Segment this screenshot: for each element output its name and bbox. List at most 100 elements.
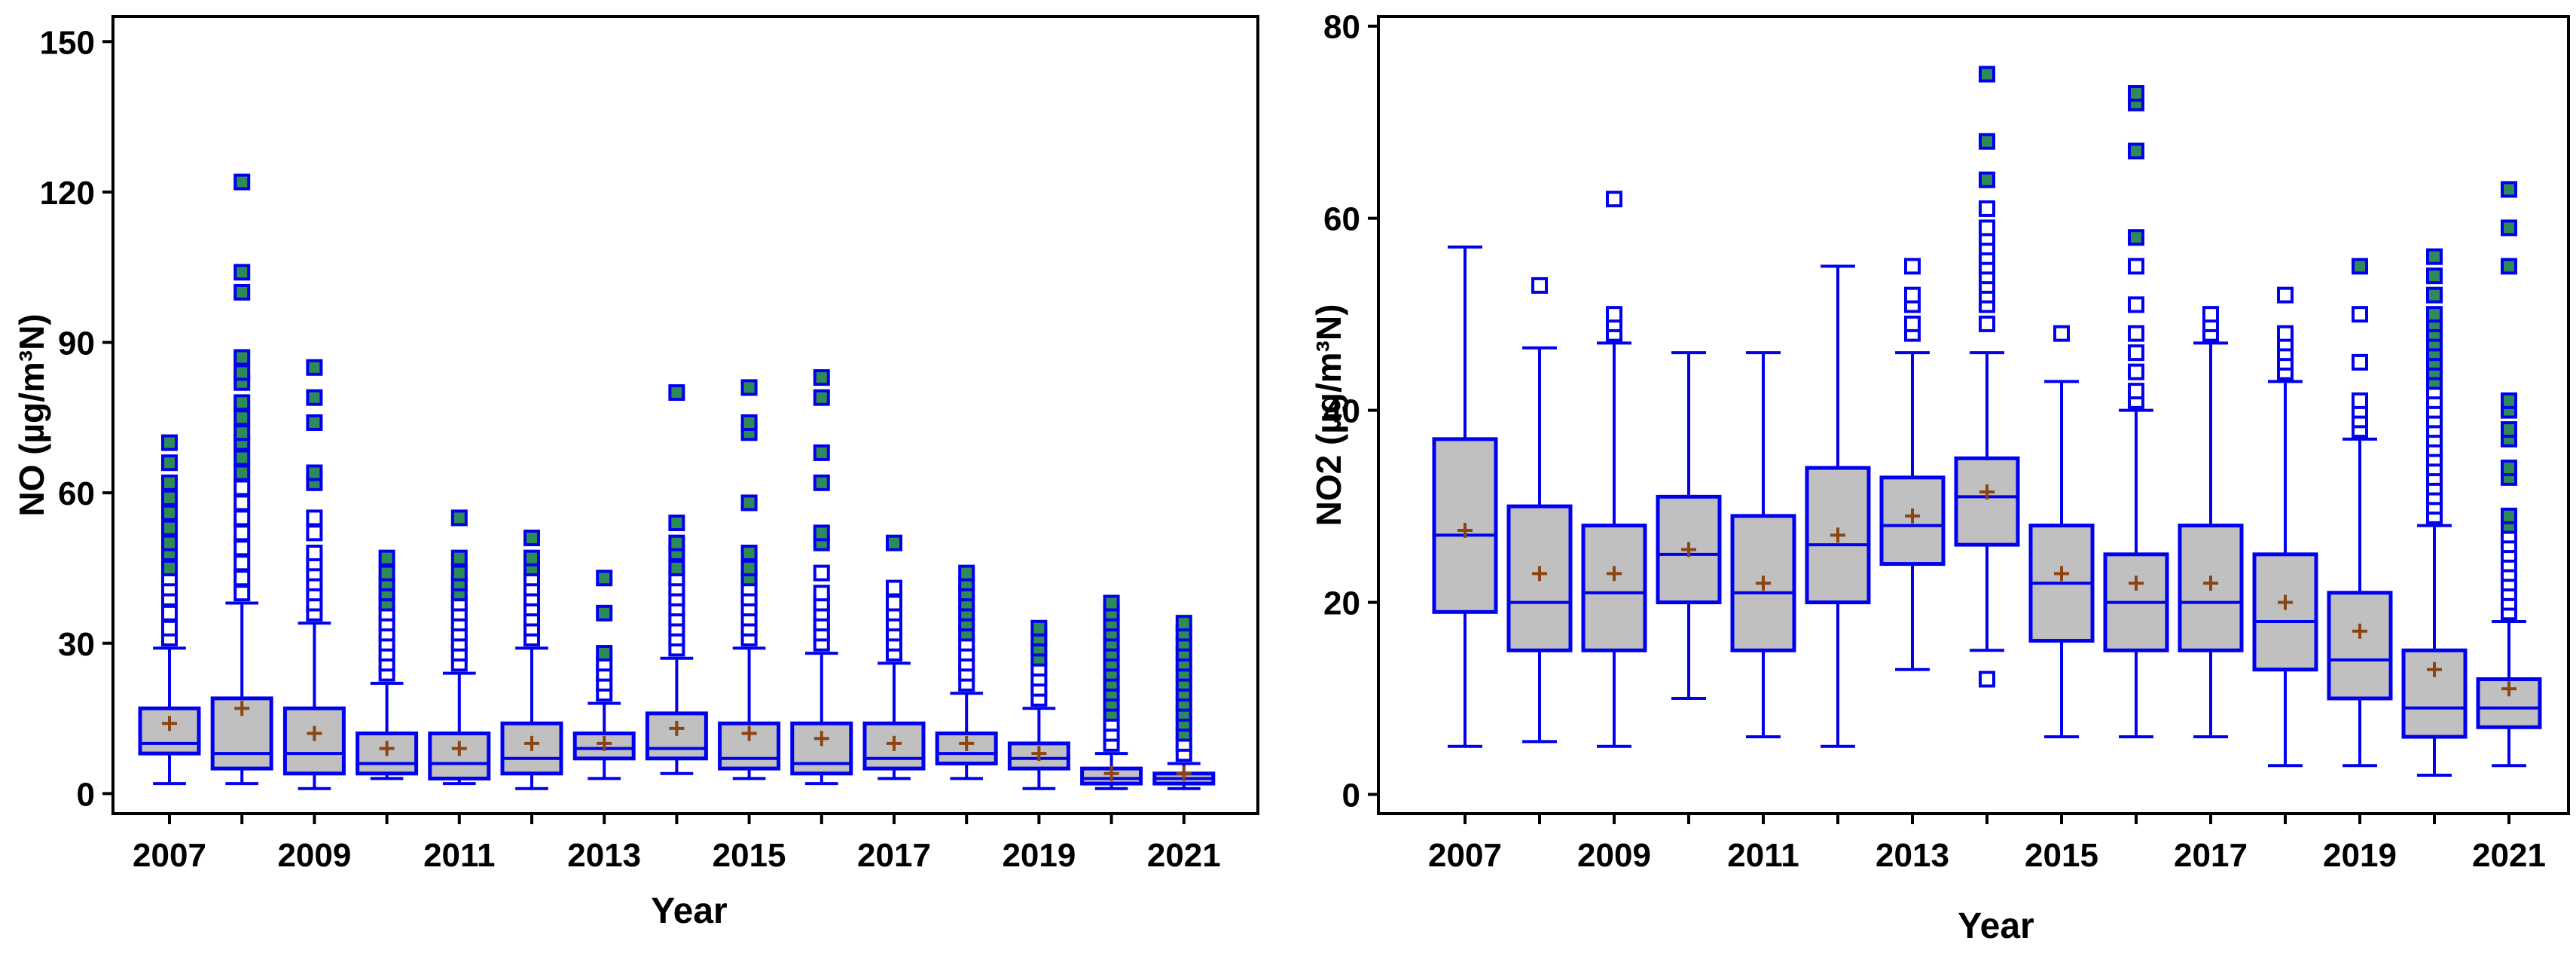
no-x-tick-label: 2009: [277, 837, 351, 874]
no-x-tick-label: 2015: [713, 837, 786, 874]
no-box-2011: [428, 509, 491, 786]
no-outlier-point: [233, 494, 251, 512]
no2-y-tick-label: 60: [1323, 201, 1360, 238]
no2-box-iqr: [2476, 677, 2542, 729]
no2-outlier-point: [1979, 66, 1995, 83]
no-outlier-point: [161, 474, 178, 491]
no2-box-2019: [2327, 258, 2393, 768]
no-outlier-point: [813, 389, 830, 406]
no-outlier-point: [233, 479, 251, 496]
no2-outlier-point: [2501, 392, 2517, 409]
no-outlier-point: [523, 530, 540, 547]
no-box-2019: [1007, 619, 1070, 790]
no-y-tick-label: 60: [58, 475, 95, 512]
no2-outlier-point: [1904, 315, 1921, 332]
no-outlier-point: [1175, 615, 1192, 632]
no2-boxes: [1432, 66, 2542, 777]
no-outlier-point: [740, 559, 758, 576]
no-box-iqr: [210, 696, 273, 771]
no2-outlier-point: [1979, 200, 1995, 217]
no-box-iqr: [500, 721, 563, 776]
no2-outlier-point: [2128, 258, 2144, 275]
no-box-iqr: [356, 732, 419, 776]
no-y-tick-label: 0: [77, 776, 95, 813]
no2-box-2012: [1805, 264, 1871, 748]
no-outlier-point: [1030, 619, 1048, 637]
no-box-2017: [862, 534, 926, 780]
no2-outlier-point: [2426, 306, 2443, 323]
no2-y-tick-label: 80: [1323, 9, 1360, 46]
no-outlier-point: [233, 449, 251, 466]
no-outlier-point: [161, 454, 178, 472]
no2-outlier-point: [2053, 325, 2070, 342]
no-outlier-point: [233, 264, 251, 281]
no-outlier-point: [886, 579, 902, 597]
no-outlier-point: [450, 564, 468, 582]
no2-outlier-point: [2426, 286, 2443, 304]
no-outlier-point: [233, 409, 251, 426]
no2-x-axis-label: Year: [1958, 906, 2034, 946]
no-outlier-point: [886, 594, 902, 612]
no-x-axis: 2007 2009 2011 2013 2015 2017 2019 2021: [133, 814, 1221, 874]
no-outlier-point: [306, 509, 323, 527]
no-box-2008: [210, 173, 273, 786]
no2-outlier-point: [2128, 363, 2144, 380]
no-box-2016: [790, 369, 853, 786]
no-outlier-point: [813, 524, 830, 542]
no-outlier-point: [813, 585, 830, 602]
no2-outlier-point: [2277, 325, 2294, 342]
no2-box-iqr: [1954, 456, 2020, 547]
no2-outlier-point: [1606, 191, 1622, 208]
no2-x-tick-label: 2015: [2025, 837, 2098, 874]
no2-outlier-point: [2426, 267, 2443, 285]
no-outlier-point: [668, 559, 685, 576]
no2-y-tick-label: 40: [1323, 393, 1360, 430]
no2-outlier-point: [1904, 258, 1921, 275]
no-outlier-point: [450, 509, 468, 527]
no2-outlier-point: [2501, 219, 2517, 237]
no-x-tick-label: 2019: [1002, 837, 1076, 874]
no2-outlier-point: [1606, 306, 1622, 323]
no-y-axis: 0 30 60 90 120 150: [40, 24, 113, 813]
no-x-tick-label: 2021: [1147, 837, 1221, 874]
no2-box-iqr: [1581, 524, 1647, 652]
no-outlier-point: [233, 173, 251, 191]
no-outlier-point: [233, 509, 251, 527]
no2-outlier-point: [1979, 670, 1995, 688]
no-box-2014: [645, 384, 708, 775]
no2-y-axis: 0 20 40 60 80: [1323, 9, 1378, 814]
no-box-2009: [282, 359, 346, 790]
no2-x-tick-label: 2021: [2472, 837, 2546, 874]
no2-box-2014: [1954, 66, 2020, 688]
no2-y-axis-label: NO2 (µg/m³N): [1309, 304, 1348, 527]
no2-outlier-point: [2128, 229, 2144, 246]
no2-outlier-point: [1979, 219, 1995, 237]
no2-x-tick-label: 2019: [2323, 837, 2397, 874]
no-outlier-point: [596, 604, 613, 622]
no-outlier-point: [813, 474, 830, 491]
no2-outlier-point: [1979, 315, 1995, 332]
no-outlier-point: [450, 549, 468, 567]
no2-outlier-point: [1979, 171, 1995, 188]
no2-outlier-point: [1904, 286, 1921, 304]
no-outlier-point: [1103, 594, 1120, 612]
no-box-2018: [935, 564, 998, 780]
no-outlier-point: [306, 544, 323, 561]
no2-box-2021: [2476, 181, 2542, 768]
no-outlier-point: [523, 549, 540, 567]
no2-box-2009: [1581, 191, 1647, 748]
no2-outlier-point: [2501, 421, 2517, 438]
no-outlier-point: [958, 564, 975, 582]
no-box-2013: [572, 570, 636, 780]
no-outlier-point: [306, 464, 323, 481]
no-outlier-point: [813, 564, 830, 582]
no-x-axis-label: Year: [651, 891, 727, 931]
no2-box-2020: [2401, 248, 2468, 777]
no2-box-2018: [2252, 286, 2318, 768]
no-box-2010: [356, 549, 419, 780]
no-x-tick-label: 2007: [133, 837, 206, 874]
no2-outlier-point: [2501, 258, 2517, 275]
no2-x-tick-label: 2009: [1577, 837, 1651, 874]
no-outlier-point: [233, 394, 251, 411]
